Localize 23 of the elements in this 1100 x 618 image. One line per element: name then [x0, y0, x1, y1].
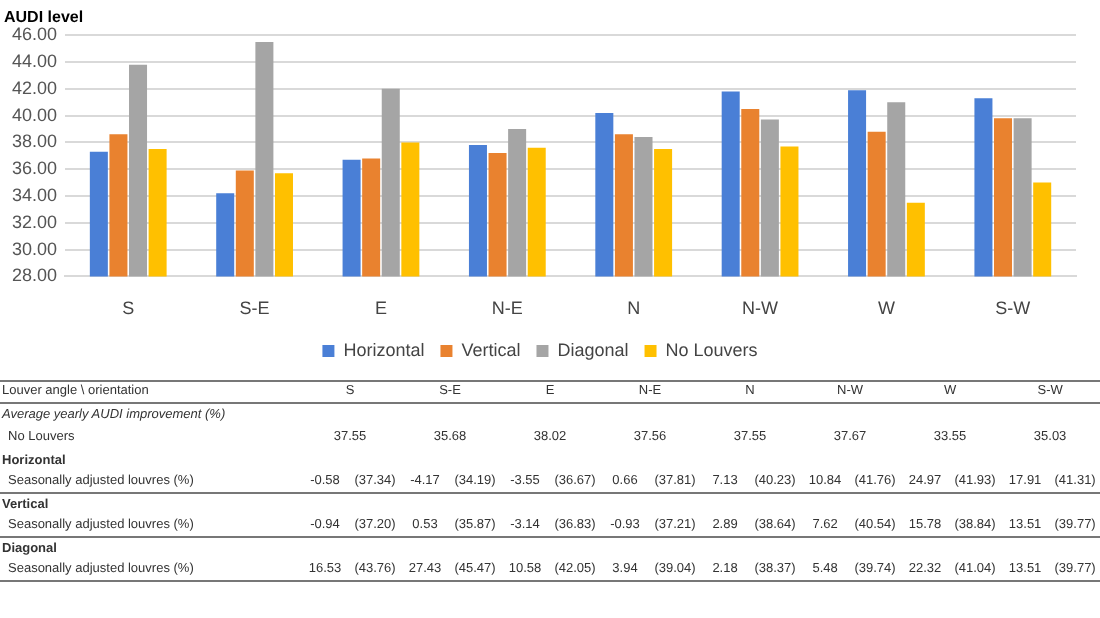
y-tick-label: 30.00 — [11, 238, 58, 259]
x-tick-label: S — [122, 298, 135, 319]
y-tick-label: 36.00 — [11, 158, 58, 179]
x-tick-label: N — [627, 298, 641, 319]
y-tick-label: 44.00 — [11, 50, 58, 71]
legend-label: Diagonal — [557, 339, 629, 360]
y-tick-label: 32.00 — [11, 211, 58, 232]
x-tick-label: S-W — [995, 298, 1032, 319]
x-tick-label: W — [877, 298, 896, 319]
legend-label: Vertical — [461, 339, 521, 360]
legend-label: No Louvers — [665, 339, 759, 360]
y-tick-label: 38.00 — [11, 131, 58, 152]
y-tick-label: 46.00 — [11, 24, 58, 45]
y-axis-title: AUDI level — [4, 8, 84, 27]
y-tick-label: 28.00 — [11, 265, 58, 286]
y-tick-label: 42.00 — [11, 77, 58, 98]
x-tick-label: N-E — [491, 298, 523, 319]
y-tick-label: 40.00 — [11, 104, 58, 125]
x-tick-label: E — [374, 298, 387, 319]
x-tick-label: S-E — [239, 298, 270, 319]
legend-label: Horizontal — [343, 339, 425, 360]
x-tick-label: N-W — [742, 298, 780, 319]
y-tick-label: 34.00 — [11, 184, 58, 205]
